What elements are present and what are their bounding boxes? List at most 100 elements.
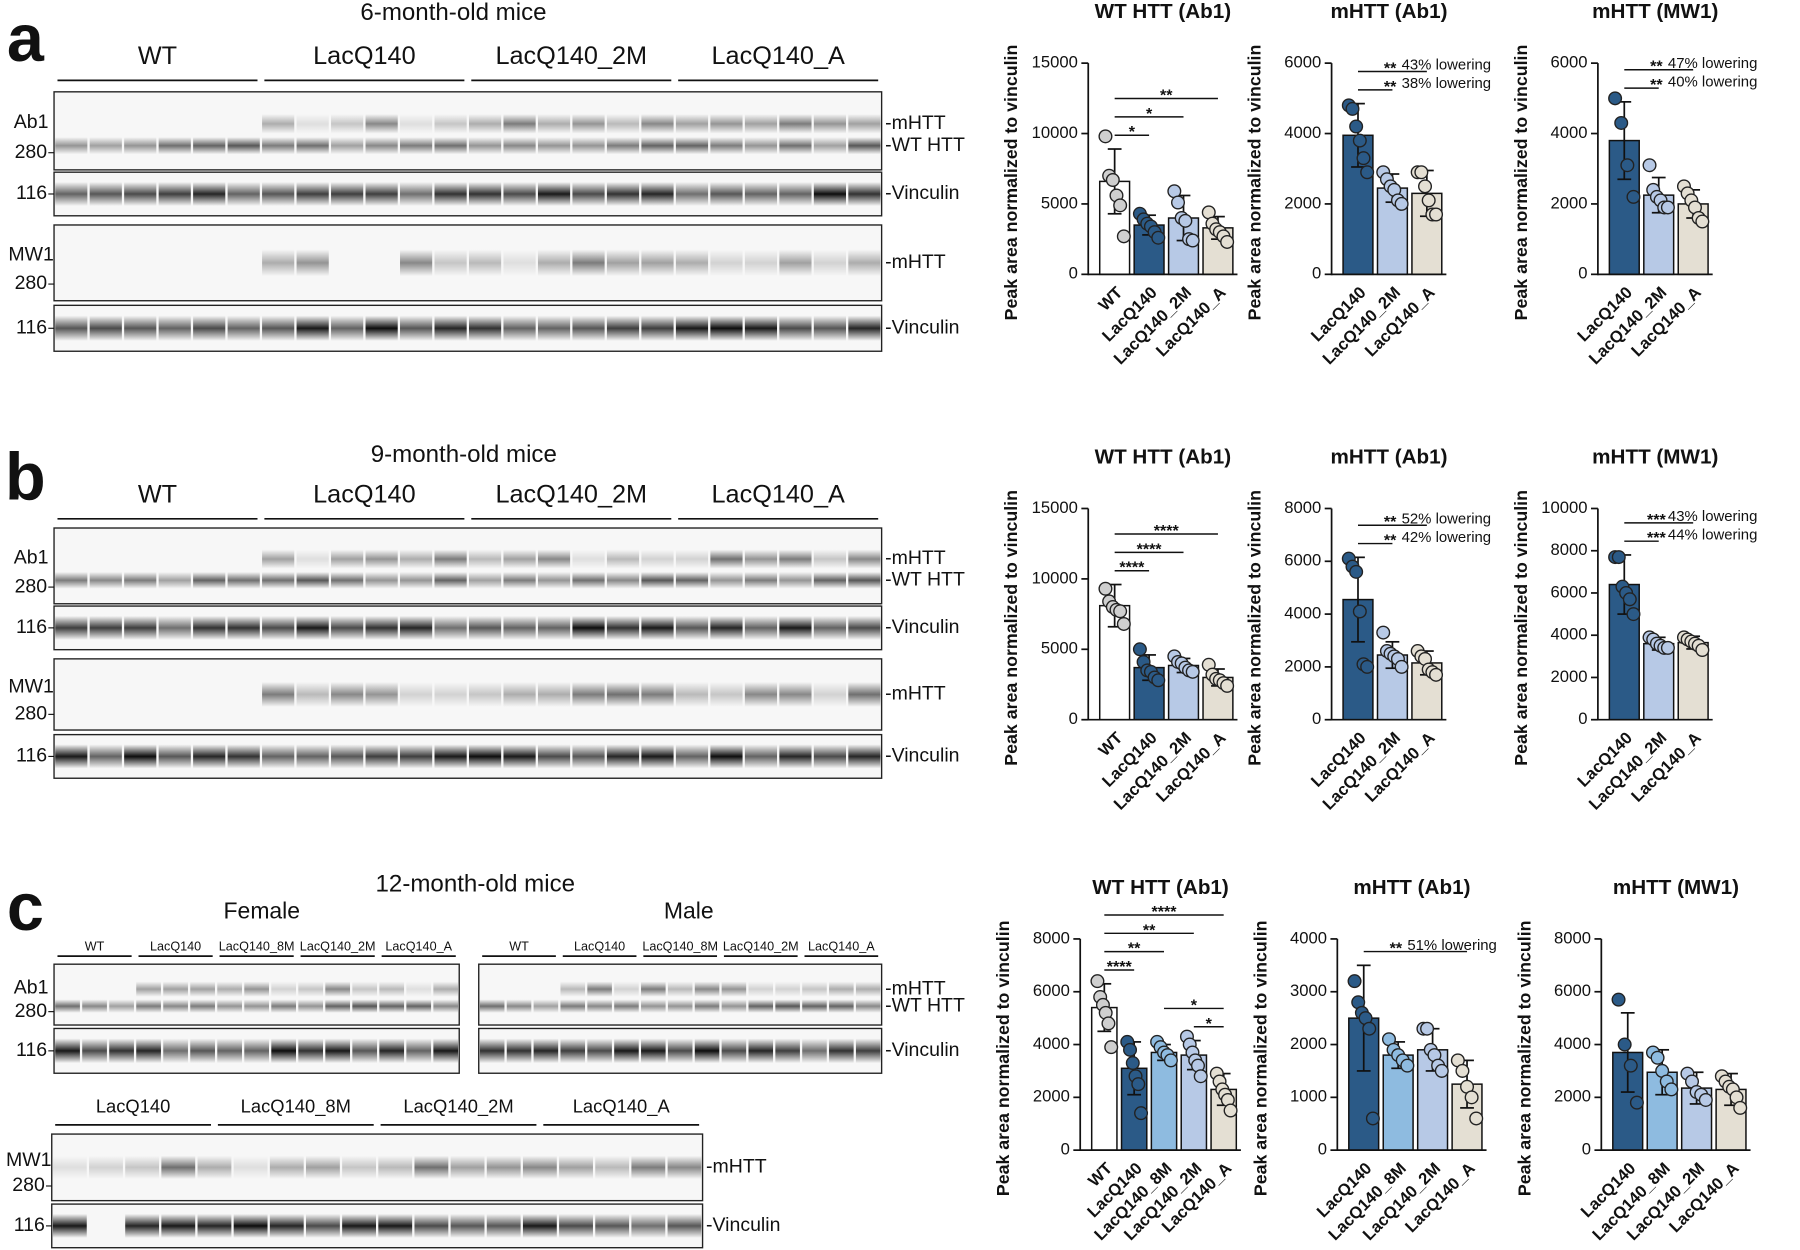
blot-band [606, 744, 640, 769]
significance-stars: *** [1647, 529, 1666, 547]
y-axis-label: Peak area normalized to vinculin [1001, 45, 1021, 321]
y-tick-label: 2000 [1033, 1087, 1070, 1106]
blot-band [829, 1038, 854, 1064]
blot-band [694, 1038, 720, 1064]
blot-band [641, 999, 666, 1013]
blot-band [667, 999, 693, 1013]
significance-stars: * [1129, 123, 1136, 141]
y-tick-label: 0 [1582, 1140, 1591, 1159]
data-point [1664, 1082, 1679, 1097]
blot-band [560, 981, 586, 997]
blot-band [227, 615, 260, 640]
y-tick-label: 5000 [1041, 639, 1078, 658]
group-label: LacQ140_8M [642, 939, 718, 953]
blot-band [406, 1038, 432, 1064]
data-point [1455, 1063, 1470, 1078]
blot-band [124, 615, 157, 640]
blot-band [614, 1038, 639, 1064]
blot-band [675, 114, 709, 134]
blot-band [572, 744, 605, 769]
blot-band [813, 681, 847, 707]
blot-band [434, 681, 467, 707]
band-label: -Vinculin [706, 1214, 780, 1236]
data-point [1171, 195, 1186, 210]
significance-stars: *** [1647, 511, 1666, 529]
blot-band [829, 981, 854, 997]
blot-band [848, 615, 881, 640]
blot-band [342, 1155, 377, 1180]
blot-band [748, 981, 774, 997]
data-point [1185, 233, 1200, 248]
blot-band [190, 1038, 215, 1064]
blot-band [197, 1213, 232, 1238]
blot-band [193, 181, 226, 206]
blot-band [298, 999, 324, 1013]
blot-band [813, 315, 847, 341]
blot-band [262, 137, 295, 155]
y-tick-label: 2000 [1551, 193, 1588, 212]
blot-band [641, 549, 674, 569]
data-point [1098, 129, 1113, 144]
blot-band [710, 137, 743, 155]
data-point [1400, 1058, 1415, 1073]
blot-band [296, 114, 329, 134]
y-tick-label: 2000 [1554, 1087, 1591, 1106]
marker-label: 280 [15, 575, 48, 597]
blot-band [744, 249, 778, 277]
blot-band [587, 981, 612, 997]
blot-band [675, 315, 709, 341]
chart-title: mHTT (MW1) [1613, 876, 1739, 899]
data-point [1611, 550, 1626, 565]
blot-band [227, 137, 260, 155]
blot-band [434, 549, 467, 569]
y-tick-label: 1000 [1290, 1087, 1327, 1106]
blot-band [848, 137, 881, 155]
blot-band [331, 137, 364, 155]
blot-band [537, 615, 571, 640]
chart-title: WT HTT (Ab1) [1095, 445, 1232, 468]
blot-band [710, 615, 743, 640]
blot-band [559, 1155, 593, 1180]
data-point [1131, 1077, 1146, 1092]
blot-band [506, 999, 532, 1013]
blot-band [342, 1213, 377, 1238]
blot-band [641, 744, 674, 769]
marker-label: 280 [15, 272, 48, 294]
data-point [1376, 625, 1391, 640]
blot-band [468, 615, 502, 640]
blot-band [779, 114, 812, 134]
blot-band [813, 549, 847, 569]
y-tick-label: 2000 [1290, 1034, 1327, 1053]
blot-band [537, 249, 571, 277]
blot-band [855, 999, 881, 1013]
y-tick-label: 4000 [1554, 1034, 1591, 1053]
blot-band [486, 1213, 521, 1238]
significance-stars: **** [1107, 958, 1133, 976]
blot-band [522, 1155, 557, 1180]
blot-band [675, 615, 709, 640]
blot-band [606, 615, 640, 640]
group-label: WT [138, 42, 177, 70]
blot-band [721, 1038, 747, 1064]
blot-band [82, 1038, 107, 1064]
band-label: -mHTT [885, 547, 946, 569]
blot-band [572, 549, 605, 569]
data-point [1347, 974, 1362, 989]
blot-band [331, 571, 364, 589]
data-point [1356, 151, 1371, 166]
data-point [1429, 667, 1444, 682]
y-axis-label: Peak area normalized to vinculin [1250, 920, 1270, 1196]
blot-band [779, 181, 812, 206]
marker-label: 280 [12, 1174, 45, 1196]
blot-band [779, 571, 812, 589]
blot-band [667, 981, 693, 997]
blot-band [848, 571, 881, 589]
blot-subtitle: Female [224, 898, 301, 924]
blot-band [468, 549, 502, 569]
blot-band [560, 999, 586, 1013]
blot-band [503, 615, 536, 640]
band-label: -mHTT [885, 977, 946, 999]
chart-title: mHTT (MW1) [1592, 445, 1718, 468]
data-point [1349, 119, 1364, 134]
blot-band [614, 981, 639, 997]
